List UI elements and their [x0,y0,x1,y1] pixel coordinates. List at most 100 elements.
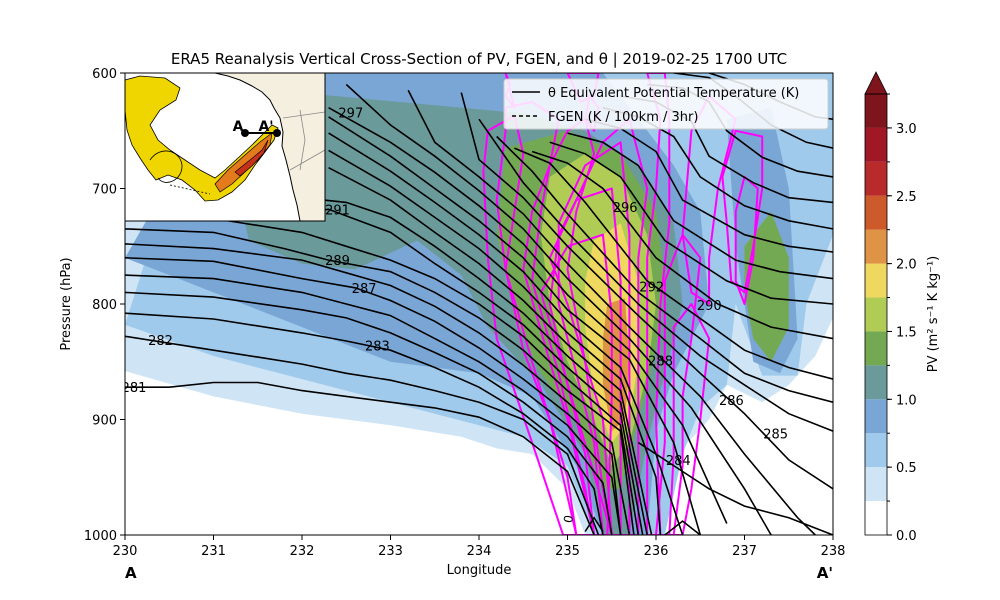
colorbar-swatch-7 [865,263,887,298]
y-tick-label-2: 800 [92,298,117,313]
theta-contour-3 [125,291,613,535]
theta-contour-20 [496,135,833,403]
x-tick-label-5: 235 [555,544,580,559]
theta-contour-6 [125,243,631,535]
theta-contour-12 [328,149,662,535]
colorbar-tick-label-2: 1.0 [896,393,917,408]
theta-contour-label-25: 292 [639,281,664,296]
colorbar-swatch-0 [865,501,887,535]
colorbar-tick-label-5: 2.5 [896,190,917,205]
x-tick-label-8: 238 [821,544,846,559]
colorbar-swatch-1 [865,467,887,502]
colorbar-swatch-11 [865,127,887,162]
colorbar-frame [864,93,888,536]
colorbar-tick-label-1: 0.5 [896,461,917,476]
x-tick-label-7: 237 [732,544,757,559]
fgen-contour-8 [655,233,702,535]
colorbar-tick-label-3: 1.5 [896,325,917,340]
chart-title: ERA5 Reanalysis Vertical Cross-Section o… [171,50,787,68]
theta-contour-label-27: 296 [613,201,638,216]
x-tick-label-6: 236 [644,544,669,559]
inset-label-a-prime: A' [258,119,273,135]
theta-contour-19 [478,118,833,432]
x-axis-label: Longitude [447,563,512,578]
colorbar-swatch-10 [865,161,887,196]
x-tick-label-3: 233 [378,544,403,559]
theta-contour-2 [125,312,604,535]
inset-label-a: A [233,119,244,135]
theta-contour-label-7: 289 [325,254,350,269]
endpoint-label-a: A [125,564,137,582]
colorbar-extend-arrow [864,71,888,95]
inset-land [214,73,325,221]
annotation-0: 0 [561,514,576,524]
x-axis: 230 231 232 233 234 235 236 237 238 [113,535,846,559]
legend: θ Equivalent Potential Temperature (K) F… [503,78,829,130]
theta-contour-label-24: 290 [697,299,722,314]
x-tick-label-2: 232 [290,544,315,559]
colorbar-tick-label-0: 0.0 [896,529,917,544]
plot-annotations: 0 [561,514,576,524]
theta-contour-31 [637,441,833,535]
inset-point-a [241,129,249,137]
colorbar-swatch-12 [865,94,887,128]
fgen-contour-4 [522,118,613,535]
endpoint-label-a-prime: A' [817,564,833,582]
y-tick-label-1: 700 [92,183,117,198]
theta-contour-23 [549,141,833,305]
colorbar-swatch-4 [865,365,887,400]
theta-contour-label-5: 287 [352,282,377,297]
inset-point-a-prime [273,129,281,137]
legend-label-fgen: FGEN (K / 100km / 3hr) [548,110,698,125]
theta-contour-0 [125,381,595,535]
inset-map: A A' [124,72,326,222]
colorbar-swatch-8 [865,229,887,264]
theta-contour-33 [664,520,701,535]
theta-contour-11 [328,166,653,535]
theta-contour-14 [328,116,702,535]
colorbar-tick-label-4: 2.0 [896,258,917,273]
theta-contour-17 [407,89,816,535]
theta-contour-label-31: 284 [666,454,691,469]
theta-contour-label-23: 288 [648,355,673,370]
colorbar-label: PV (m² s⁻¹ K kg⁻¹) [926,256,941,373]
y-tick-label-3: 900 [92,414,117,429]
legend-box [503,78,829,130]
y-tick-label-4: 1000 [84,529,117,544]
y-axis: 600 700 800 900 1000 [84,67,125,544]
theta-contour-13 [328,132,684,535]
theta-contour-label-20: 285 [763,427,788,442]
theta-contour-22 [531,150,833,340]
inset-border-lines [282,109,325,171]
pv-region-6 [744,211,789,362]
inset-dotted-line [169,184,211,195]
theta-contour-18 [460,92,833,490]
y-axis-label: Pressure (hPa) [59,257,74,350]
colorbar-swatch-6 [865,297,887,332]
inset-pv-swirl [149,150,183,183]
x-tick-label-1: 231 [201,544,226,559]
x-tick-label-4: 234 [467,544,492,559]
legend-label-theta: θ Equivalent Potential Temperature (K) [548,86,799,101]
pv-colorbar: 0.0 0.5 1.0 1.5 2.0 2.5 3.0 [864,71,917,544]
theta-contour-1 [125,335,600,535]
colorbar-swatch-3 [865,399,887,434]
theta-contour-label-2: 283 [365,340,390,355]
colorbar-swatch-5 [865,331,887,366]
theta-contour-16 [345,83,772,535]
fgen-contour-3 [539,233,613,535]
y-tick-label-0: 600 [92,67,117,82]
theta-contour-21 [514,147,833,380]
theta-contour-8 [125,213,640,535]
theta-contour-label-21: 286 [719,394,744,409]
theta-contour-label-0: 281 [122,381,147,396]
theta-contour-4 [125,274,622,535]
fgen-contour-7 [646,73,671,535]
colorbar-swatch-9 [865,195,887,230]
theta-contour-7 [125,228,635,535]
colorbar-tick-label-6: 3.0 [896,122,917,137]
inset-pv-orange [214,132,273,193]
colorbar-swatch-2 [865,433,887,468]
theta-contour-15 [328,107,728,524]
